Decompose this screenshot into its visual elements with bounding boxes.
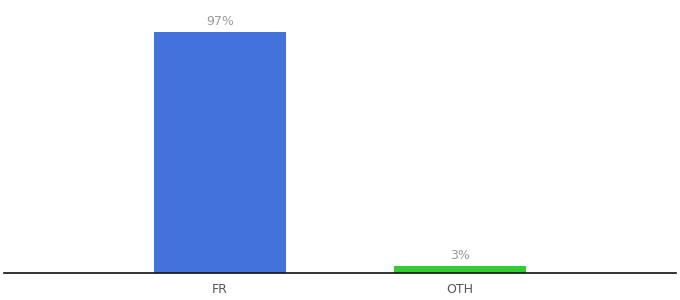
Text: 3%: 3% xyxy=(450,249,470,262)
Bar xyxy=(394,266,526,273)
Bar xyxy=(154,32,286,273)
Text: 97%: 97% xyxy=(206,15,234,28)
